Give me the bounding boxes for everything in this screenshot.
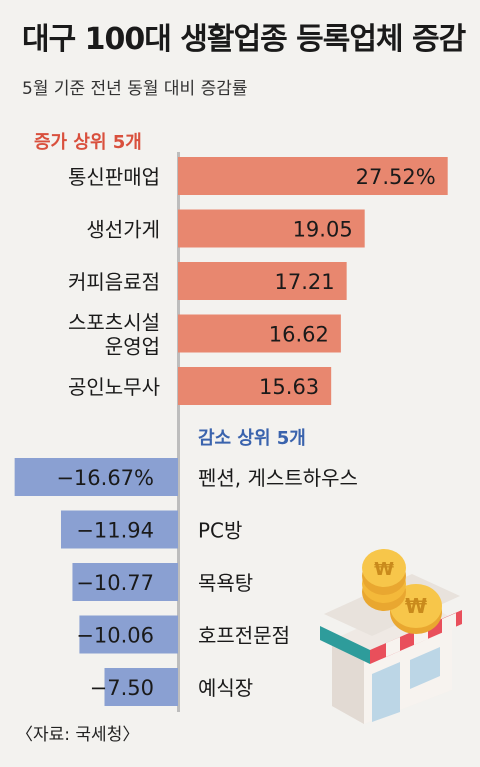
increase-value-label: 15.63 bbox=[259, 375, 319, 399]
increase-bar bbox=[178, 314, 341, 353]
decrease-value-label: −7.50 bbox=[90, 676, 154, 700]
increase-category-label: 통신판매업 bbox=[68, 165, 160, 189]
increase-category-label: 생선가게 bbox=[86, 218, 160, 242]
decrease-bar bbox=[79, 615, 178, 654]
decrease-value-label: −11.94 bbox=[76, 519, 154, 543]
source-note: 〈자료: 국세청〉 bbox=[16, 725, 140, 745]
decrease-bar bbox=[60, 510, 178, 549]
decrease-category-label: 목욕탕 bbox=[198, 571, 253, 595]
chart-subtitle: 5월 기준 전년 동월 대비 증감률 bbox=[22, 79, 248, 99]
increase-category-label: 스포츠시설 bbox=[68, 311, 160, 335]
decrease-section-title: 감소 상위 5개 bbox=[198, 428, 306, 449]
increase-bar bbox=[178, 209, 365, 248]
increase-value-label: 16.62 bbox=[269, 323, 329, 347]
increase-category-label: 공인노무사 bbox=[68, 375, 160, 399]
increase-value-label: 27.52% bbox=[356, 165, 436, 189]
svg-text:₩: ₩ bbox=[405, 594, 427, 618]
increase-category-label: 커피음료점 bbox=[68, 270, 160, 294]
decrease-bar bbox=[104, 668, 178, 706]
zero-axis-line bbox=[177, 152, 180, 712]
increase-bar bbox=[178, 367, 332, 405]
decrease-category-label: 호프전문점 bbox=[198, 624, 290, 648]
increase-value-label: 19.05 bbox=[293, 218, 353, 242]
decrease-bar bbox=[72, 563, 178, 601]
increase-section-title: 증가 상위 5개 bbox=[34, 132, 142, 153]
page-title: 대구 100대 생활업종 등록업체 증감 bbox=[22, 22, 466, 57]
decrease-category-label: 펜션, 게스트하우스 bbox=[198, 466, 358, 490]
decrease-category-label: 예식장 bbox=[198, 676, 253, 700]
decrease-value-label: −16.67% bbox=[56, 466, 154, 490]
decrease-bar bbox=[14, 458, 178, 496]
increase-bar bbox=[178, 262, 347, 300]
increase-category-label: 운영업 bbox=[105, 335, 160, 359]
svg-text:₩: ₩ bbox=[374, 559, 394, 580]
increase-value-label: 17.21 bbox=[275, 270, 335, 294]
decrease-value-label: −10.06 bbox=[76, 624, 154, 648]
decrease-category-label: PC방 bbox=[198, 519, 242, 543]
decrease-value-label: −10.77 bbox=[76, 571, 154, 595]
increase-bar bbox=[178, 157, 448, 195]
